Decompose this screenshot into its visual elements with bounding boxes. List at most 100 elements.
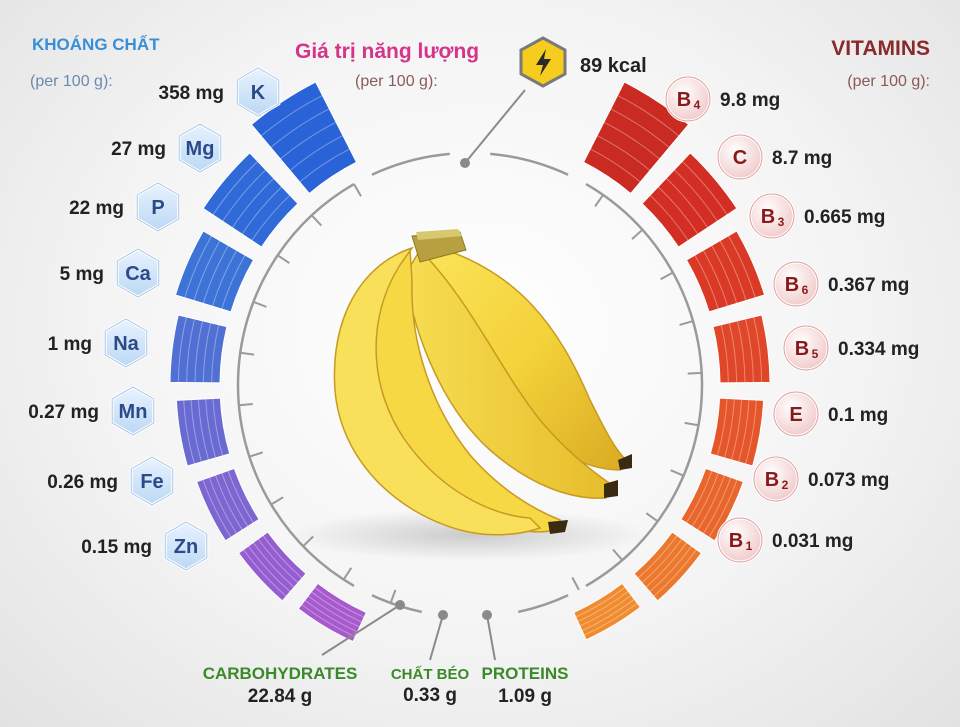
ring-tick [571,577,580,591]
minerals-subtitle: (per 100 g): [30,73,113,90]
vitamin-bar [685,230,766,313]
ring-tick [270,496,284,506]
mineral-bar [237,531,307,602]
bar-grid-line [205,398,217,459]
mineral-item-zn: Zn 0.15 mg [81,520,209,572]
vitamin-item-b3: B 3 0.665 mg [748,192,885,240]
bar-grid-line [280,121,337,160]
vitamin-letter: B [729,530,743,552]
lightning-icon [519,36,567,88]
macro-value: 0.33 g [403,685,457,706]
vitamin-subscript: 1 [746,539,753,553]
vitamin-letter: B [765,469,779,491]
vitamin-letter: C [733,147,747,169]
vitamin-bar [712,314,771,384]
mineral-hexagon-outline [116,248,160,298]
mineral-amount: 22 mg [69,198,124,219]
ring-tick [670,469,684,477]
vitamin-letter: B [677,89,691,111]
bar-grid-line [720,324,729,383]
mineral-bar [195,467,260,542]
vitamin-item-c: C 8.7 mg [716,133,832,181]
bar-grid-line [653,549,697,597]
ring-tick [645,512,659,523]
mineral-item-p: P 22 mg [69,181,181,233]
bar-grid-line [727,235,756,298]
bar-grid-line [637,535,678,579]
vitamin-bar [573,582,642,641]
mineral-bar [175,397,231,467]
vitamin-bar [582,81,690,195]
bar-grid-line [208,477,238,534]
mineral-symbol: Na [113,333,139,355]
mineral-list: K 358 mg Mg 27 mg P 22 mg Ca 5 mg Na 1 mg Mn 0.27 m… [28,66,281,572]
leader-lines [321,89,526,661]
ring-tick [679,320,694,326]
bar-grid-line [299,148,350,183]
macro-name: CARBOHYDRATES [202,664,358,683]
vitamin-circle-outline [773,391,819,437]
bar-grid-line [575,586,626,618]
mineral-amount: 358 mg [159,83,224,104]
mineral-amount: 0.27 mg [28,402,99,423]
mineral-amount: 27 mg [111,139,166,160]
bar-grid-line [610,108,670,148]
ring-tick [240,351,255,356]
vitamin-circle-outline [665,76,711,122]
mineral-symbol: K [251,82,266,104]
vitamin-circle-outline [717,517,763,563]
bar-grid-line [197,399,210,461]
mineral-bar [169,314,228,384]
ring-segment [490,152,569,176]
bar-grid-line [645,542,688,588]
bar-grid-line [579,594,632,627]
vitamin-subscript: 2 [782,478,789,492]
bar-grid-line [212,160,259,216]
bar-grid-line [716,398,728,457]
mineral-symbol: Zn [174,536,198,558]
mineral-symbol: Mg [186,138,215,160]
bar-grid-line [657,186,699,235]
bar-grid-line [212,398,224,457]
macro-proteins: PROTEINS 1.09 g [470,664,580,708]
vitamins-title: VITAMINS [831,37,930,60]
ring-tick [687,371,702,375]
ring-tick [311,214,323,227]
bar-grid-line [681,160,728,216]
vitamin-bar [633,531,703,602]
bar-grid-line [202,322,212,383]
bar-grid-line [617,94,680,137]
ring-tick [684,421,699,427]
mineral-amount: 0.15 mg [81,537,152,558]
bar-grid-line [686,470,713,524]
mineral-bar [202,152,299,248]
bar-grid-line [252,542,295,588]
mineral-item-na: Na 1 mg [48,317,149,369]
vitamin-circle-outline [783,325,829,371]
bar-grid-line [738,399,750,463]
bar-grid-line [222,169,267,222]
vitamin-amount: 0.665 mg [804,207,885,228]
bar-grid-line [719,240,747,301]
macro-value: 22.84 g [247,686,313,707]
ring-segment [517,594,569,614]
bar-grid-line [177,316,187,383]
mineral-symbol: Fe [140,471,163,493]
vitamin-item-b5: B 5 0.334 mg [782,324,919,372]
bar-grid-line [257,538,299,584]
bar-grid-line [215,474,243,531]
macro-carbohydrates: CARBOHYDRATES 22.84 g [195,664,365,708]
bar-grid-line [311,591,363,623]
vitamin-bar-arc [573,81,771,641]
mineral-hexagon-outline [164,521,208,571]
vitamin-subscript: 6 [802,283,809,297]
vitamin-bar [680,467,745,542]
macro-name: PROTEINS [481,664,569,683]
bar-grid-line [183,399,195,465]
vitamin-circle-outline [773,261,819,307]
bar-grid-line [289,135,344,171]
mineral-item-mg: Mg 27 mg [111,122,223,174]
vitamin-amount: 0.031 mg [772,531,853,552]
mineral-item-fe: Fe 0.26 mg [47,455,175,507]
bar-grid-line [581,598,635,632]
